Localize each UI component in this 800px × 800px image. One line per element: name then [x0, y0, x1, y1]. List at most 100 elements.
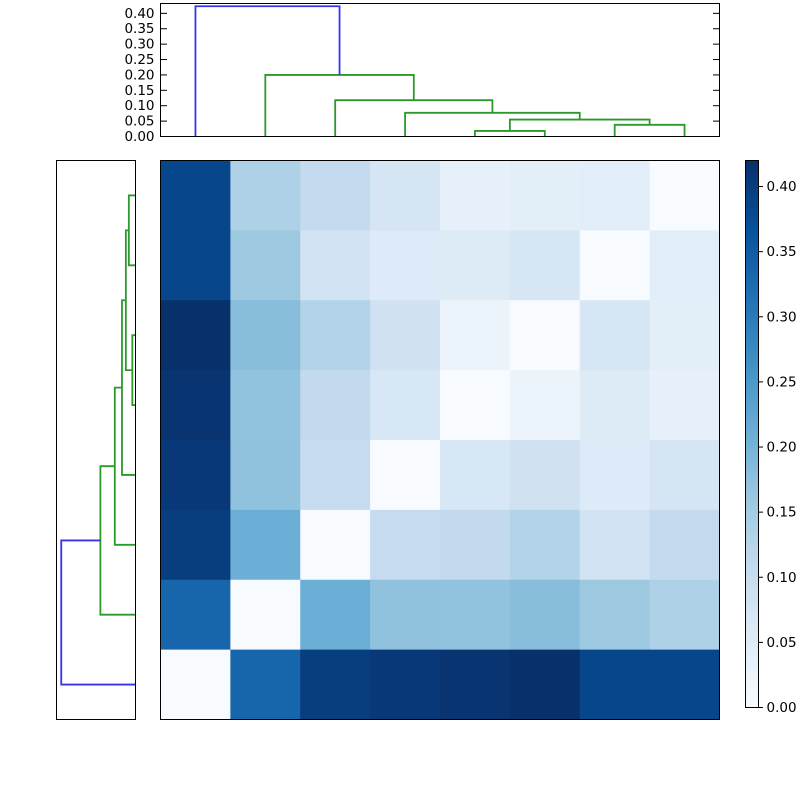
dendrogram-link	[194, 5, 341, 137]
left-dendrogram-frame	[56, 160, 136, 720]
heatmap-cell	[300, 579, 371, 651]
heatmap	[160, 160, 720, 720]
heatmap-cell	[230, 300, 301, 371]
heatmap-cell	[160, 370, 231, 441]
heatmap-cell	[440, 440, 511, 511]
heatmap-cell	[230, 649, 301, 720]
heatmap-cell	[440, 579, 511, 651]
heatmap-cell	[649, 370, 720, 441]
colorbar-tick-label: 0.20	[767, 440, 797, 456]
heatmap-cell	[579, 300, 651, 371]
heatmap-cell	[649, 160, 720, 231]
colorbar-tick-label: 0.25	[767, 374, 797, 390]
heatmap-cell	[440, 649, 511, 720]
y-tick-label: 0.30	[124, 37, 154, 53]
heatmap-cell	[440, 230, 511, 301]
heatmap-cell	[370, 579, 441, 651]
heatmap-cell	[300, 440, 371, 511]
heatmap-cell	[440, 370, 511, 441]
heatmap-cell	[230, 230, 301, 301]
heatmap-cell	[579, 160, 651, 231]
heatmap-cell	[649, 300, 720, 371]
heatmap-cell	[579, 649, 651, 720]
colorbar-tick-label: 0.40	[767, 179, 797, 195]
heatmap-cell	[440, 509, 511, 581]
colorbar-tick-label: 0.30	[767, 309, 797, 325]
heatmap-cell	[160, 230, 231, 301]
dendrogram-link	[404, 111, 581, 137]
heatmap-cell	[230, 509, 301, 581]
y-tick-label: 0.25	[124, 52, 154, 68]
colorbar-tick-label: 0.00	[767, 700, 797, 716]
colorbar-tick-label: 0.05	[767, 635, 797, 651]
heatmap-cell	[579, 370, 651, 441]
dendrogram-link	[127, 194, 136, 267]
y-tick-label: 0.15	[124, 83, 154, 99]
heatmap-cell	[509, 440, 581, 511]
heatmap-cell	[300, 370, 371, 441]
heatmap-cell	[579, 579, 651, 651]
heatmap-cell	[370, 440, 441, 511]
heatmap-cell	[300, 300, 371, 371]
dendrogram-link	[60, 539, 136, 686]
colorbar: 0.40 0.35 0.30 0.25 0.20 0.15 0.10 0.05 0.00	[745, 160, 797, 716]
heatmap-cell	[649, 440, 720, 511]
heatmap-cell	[160, 579, 231, 651]
heatmap-cell	[370, 300, 441, 371]
heatmap-cell	[300, 509, 371, 581]
top-dendrogram	[194, 5, 686, 137]
colorbar-frame	[745, 160, 759, 708]
dendrogram-link	[474, 130, 546, 137]
dendrogram-link	[113, 386, 136, 546]
heatmap-cell	[579, 509, 651, 581]
y-tick-label: 0.35	[124, 21, 154, 37]
heatmap-cell	[509, 300, 581, 371]
heatmap-cell	[649, 649, 720, 720]
heatmap-cell	[509, 160, 581, 231]
heatmap-cell	[300, 230, 371, 301]
heatmap-cell	[509, 509, 581, 581]
y-tick-label: 0.05	[124, 114, 154, 130]
colorbar-gradient	[745, 160, 759, 708]
heatmap-cell	[509, 579, 581, 651]
dendrogram-link	[264, 74, 415, 137]
heatmap-cell	[370, 160, 441, 231]
heatmap-cell	[370, 649, 441, 720]
colorbar-tick-label: 0.35	[767, 244, 797, 260]
heatmap-cell	[370, 509, 441, 581]
axis-frames	[56, 3, 720, 720]
dendrogram-link	[334, 99, 494, 137]
top-dendrogram-frame	[160, 3, 720, 137]
left-dendrogram	[60, 194, 136, 686]
heatmap-cell	[440, 160, 511, 231]
heatmap-cell	[230, 160, 301, 231]
heatmap-cell	[579, 230, 651, 301]
heatmap-cell	[300, 649, 371, 720]
heatmap-cell	[230, 440, 301, 511]
heatmap-cell	[370, 230, 441, 301]
dendrogram-link	[121, 299, 136, 476]
heatmap-cell	[649, 230, 720, 301]
y-tick-label: 0.40	[124, 6, 154, 22]
heatmap-cell	[370, 370, 441, 441]
dendrogram-link	[99, 465, 136, 616]
heatmap-cell	[230, 579, 301, 651]
heatmap-cell	[160, 440, 231, 511]
y-tick-label: 0.10	[124, 98, 154, 114]
heatmap-cell	[649, 579, 720, 651]
heatmap-cell	[509, 230, 581, 301]
heatmap-cell	[440, 300, 511, 371]
colorbar-tick-label: 0.10	[767, 570, 797, 586]
heatmap-cell	[160, 160, 231, 231]
y-tick-label: 0.00	[124, 129, 154, 145]
dendrogram-link	[613, 123, 686, 137]
heatmap-cell	[579, 440, 651, 511]
heatmap-cell	[160, 300, 231, 371]
top-dendrogram-y-axis: 0.400.350.300.250.200.150.100.050.00	[124, 6, 720, 145]
heatmap-cell	[509, 370, 581, 441]
heatmap-cell	[509, 649, 581, 720]
y-tick-label: 0.20	[124, 67, 154, 83]
heatmap-frame	[160, 160, 720, 720]
